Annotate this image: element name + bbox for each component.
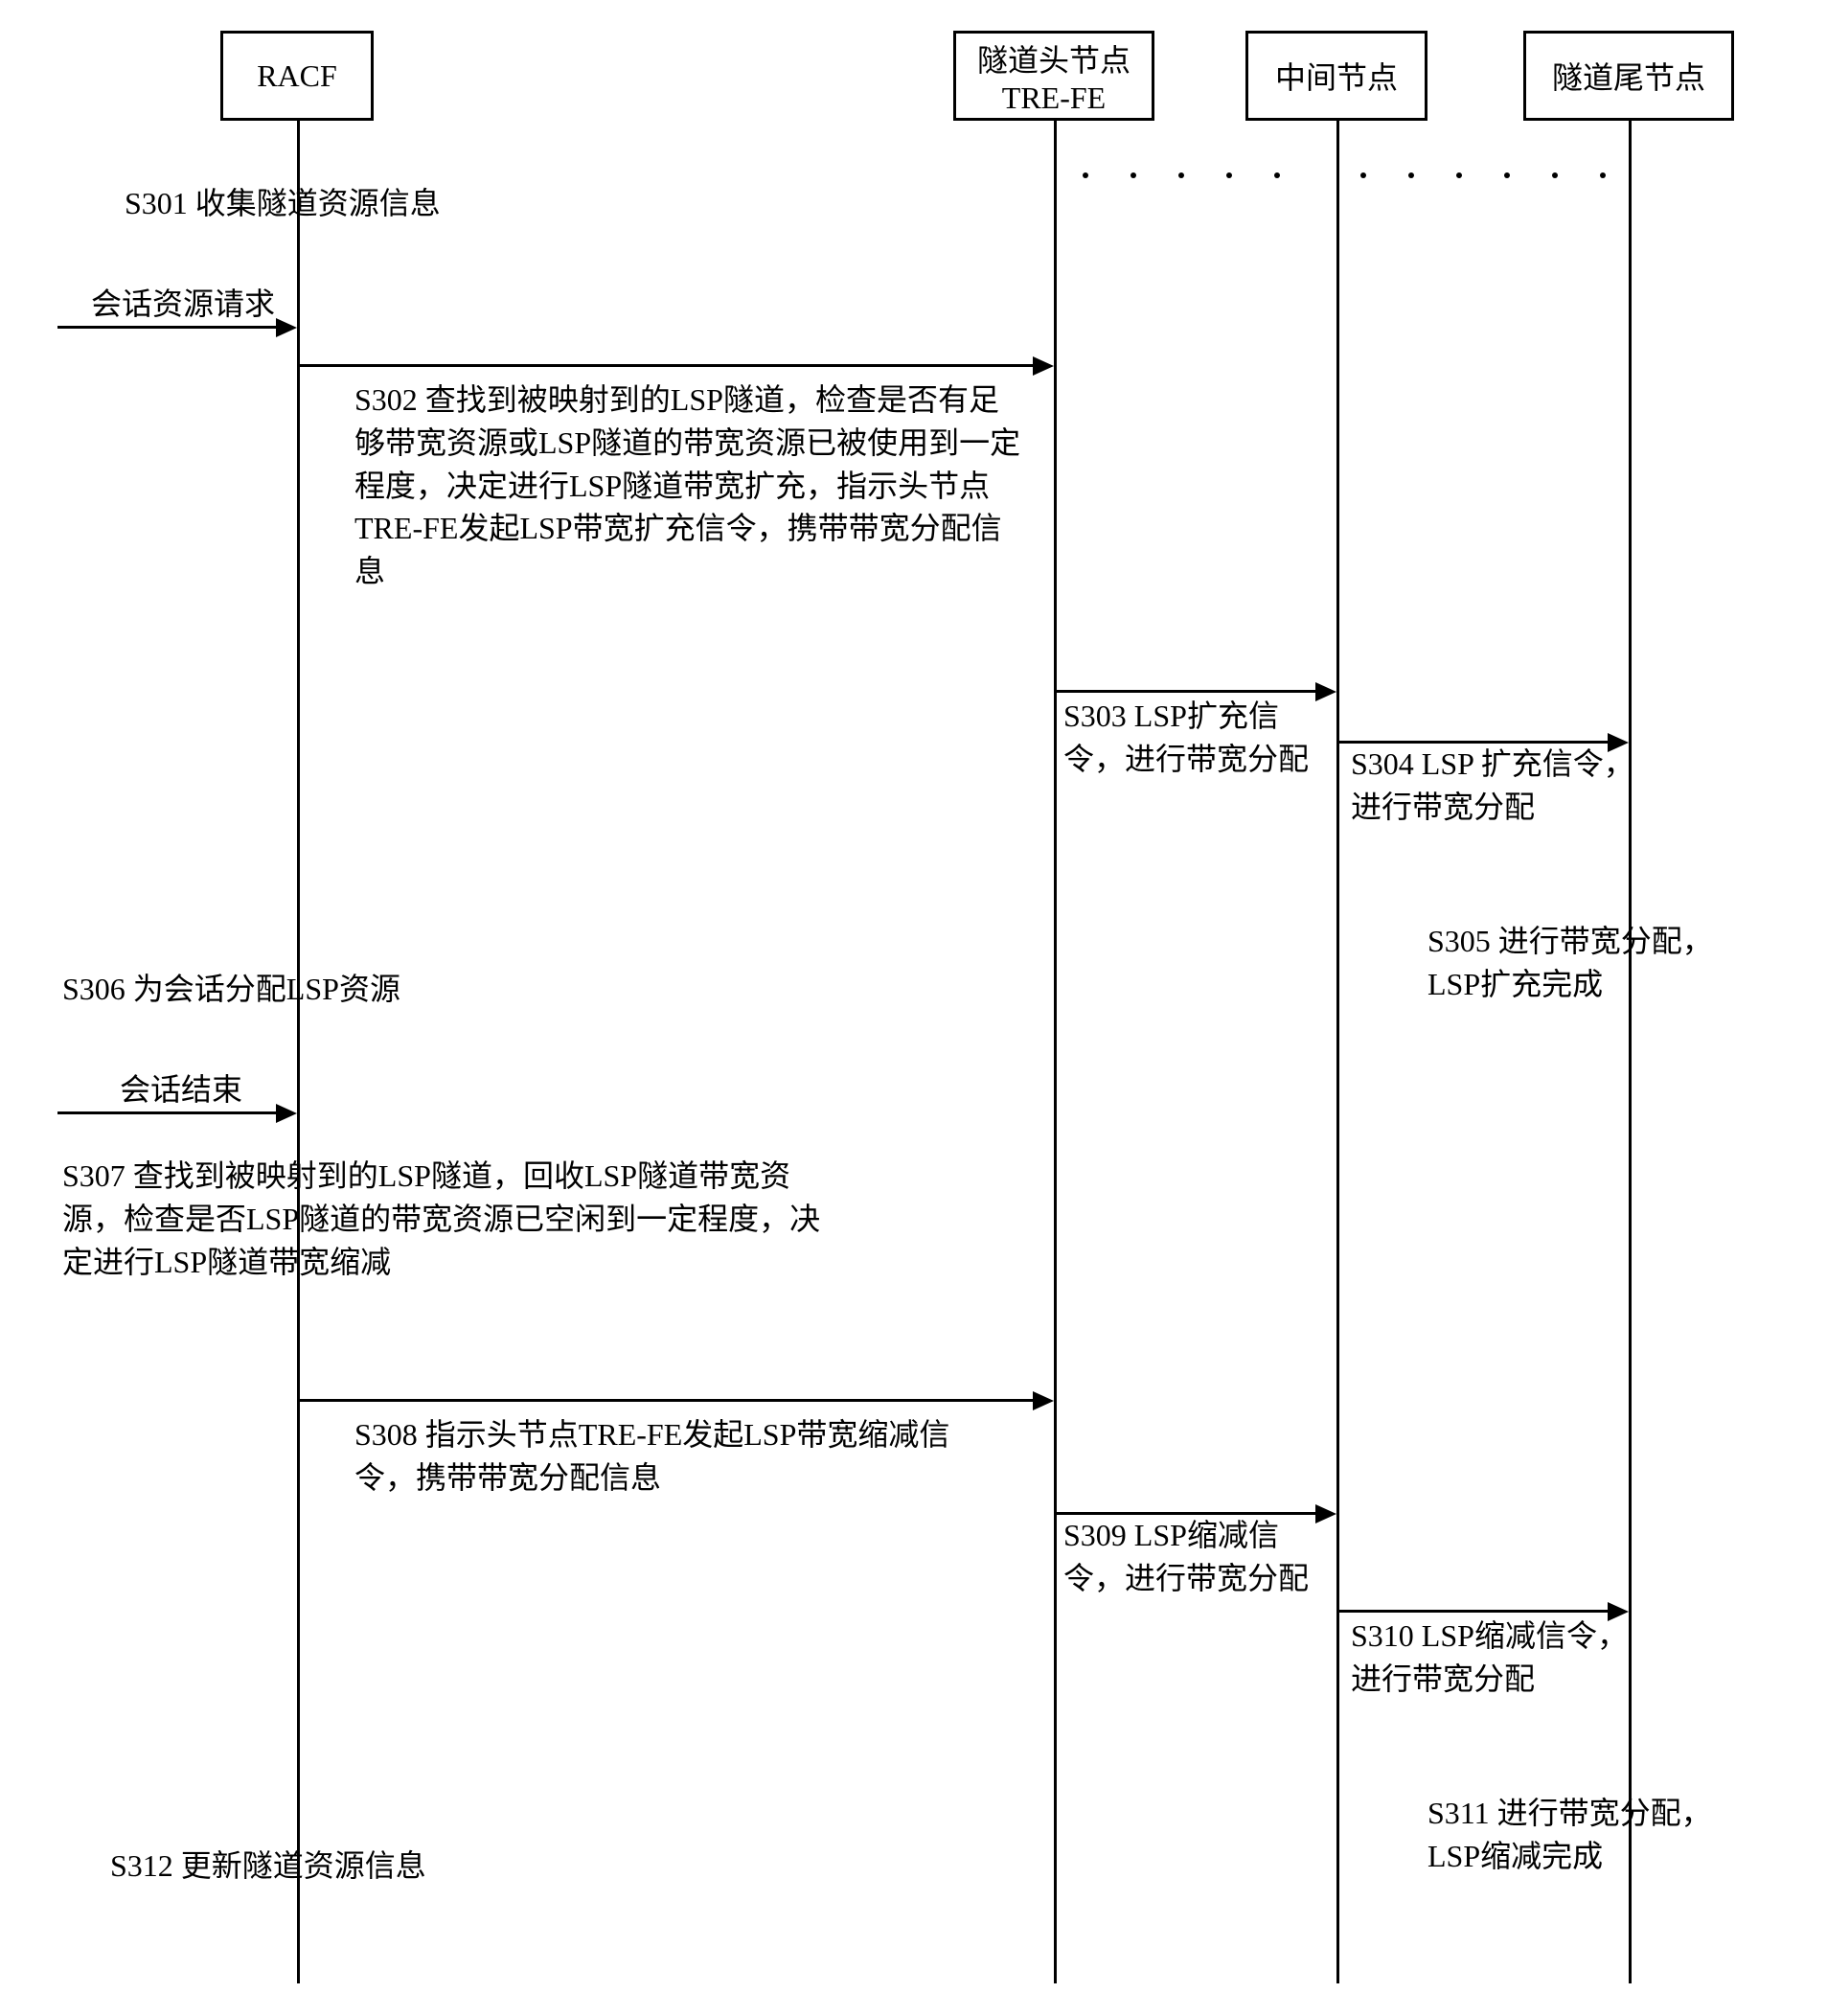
step-s305: S305 进行带宽分配，LSP扩充完成 (1427, 920, 1763, 1006)
actor-tunnel-tail: 隧道尾节点 (1523, 31, 1734, 121)
actor-label: 隧道尾节点 (1552, 54, 1705, 98)
actor-label: 中间节点 (1275, 54, 1398, 98)
lifeline-head (1054, 121, 1057, 1983)
step-s311: S311 进行带宽分配，LSP缩减完成 (1427, 1792, 1763, 1878)
arrow-head-icon (1315, 1504, 1336, 1523)
message-arrow (1336, 741, 1611, 744)
lifeline-racf (297, 121, 300, 1983)
step-s310: S310 LSP缩减信令，进行带宽分配 (1351, 1615, 1638, 1701)
message-arrow (57, 1111, 280, 1114)
arrow-head-icon (276, 1104, 297, 1123)
step-s304: S304 LSP 扩充信令，进行带宽分配 (1351, 743, 1638, 829)
arrow-head-icon (1033, 356, 1054, 376)
actor-tunnel-head: 隧道头节点 TRE-FE (953, 31, 1154, 121)
step-s301: S301 收集隧道资源信息 (125, 182, 441, 225)
message-arrow (297, 1399, 1037, 1402)
arrow-head-icon (276, 318, 297, 337)
label-session-end: 会话结束 (120, 1068, 242, 1111)
step-s308: S308 指示头节点TRE-FE发起LSP带宽缩减信令，携带带宽分配信息 (354, 1413, 977, 1500)
arrow-head-icon (1315, 682, 1336, 701)
actor-label: RACF (257, 58, 337, 94)
message-arrow (297, 364, 1037, 367)
actor-label: 隧道头节点 TRE-FE (977, 36, 1130, 116)
message-arrow (1336, 1610, 1611, 1613)
actor-middle: 中间节点 (1245, 31, 1427, 121)
step-s302: S302 查找到被映射到的LSP隧道，检查是否有足够带宽资源或LSP隧道的带宽资… (354, 378, 1025, 593)
step-s303: S303 LSP扩充信令，进行带宽分配 (1063, 695, 1332, 781)
arrow-head-icon (1033, 1391, 1054, 1410)
arrow-head-icon (1608, 1602, 1629, 1621)
step-s312: S312 更新隧道资源信息 (110, 1844, 426, 1888)
message-arrow (57, 326, 280, 329)
lifeline-middle (1336, 121, 1339, 1983)
step-s306: S306 为会话分配LSP资源 (62, 968, 400, 1011)
actor-racf: RACF (220, 31, 374, 121)
message-arrow (1054, 1512, 1319, 1515)
arrow-head-icon (1608, 733, 1629, 752)
step-s309: S309 LSP缩减信令，进行带宽分配 (1063, 1514, 1332, 1600)
message-arrow (1054, 690, 1319, 693)
step-s307: S307 查找到被映射到的LSP隧道，回收LSP隧道带宽资源，检查是否LSP隧道… (62, 1155, 848, 1283)
lifeline-tail (1629, 121, 1632, 1983)
label-session-req: 会话资源请求 (91, 283, 275, 326)
